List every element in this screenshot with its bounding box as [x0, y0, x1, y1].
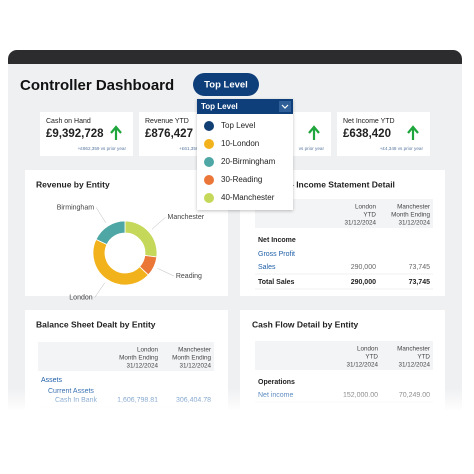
- column-header: YTD: [365, 354, 378, 361]
- column-header: 31/12/2024: [179, 363, 211, 370]
- dropdown-option[interactable]: Top Level: [221, 121, 255, 130]
- dropdown-panel: [197, 99, 293, 210]
- dashboard-title: Controller Dashboard: [20, 77, 174, 94]
- cell-value: 73,745: [409, 264, 431, 271]
- cell-value: 290,000: [351, 279, 376, 286]
- column-header: Month Ending: [391, 212, 430, 219]
- option-dot[interactable]: [204, 157, 214, 167]
- dropdown-option[interactable]: 10-London: [221, 139, 259, 148]
- kpi-label: Cash on Hand: [46, 118, 91, 125]
- row-label: Gross Profit: [258, 251, 295, 258]
- kpi-change: vs prior year: [299, 146, 325, 151]
- cell-value: 290,000: [351, 264, 376, 271]
- leader-line: [157, 268, 174, 277]
- kpi-change: +£862,359 vs prior year: [78, 146, 127, 151]
- row-label: Sales: [258, 264, 276, 271]
- panel-title: Revenue by Entity: [36, 179, 110, 189]
- row-label: Net Income: [258, 237, 296, 244]
- column-header: London: [137, 347, 159, 354]
- column-header: 31/12/2024: [126, 363, 158, 370]
- up-arrow: [308, 125, 320, 140]
- column-header: YTD: [363, 212, 376, 219]
- column-header: 31/12/2024: [346, 362, 378, 369]
- cell-value: 73,745: [409, 279, 431, 286]
- donut-segment: [95, 220, 126, 246]
- entity-dropdown: Top Level Top Level 10-London 20-Birmingham…: [197, 99, 293, 210]
- dropdown-selected[interactable]: Top Level: [201, 102, 238, 111]
- kpi-value: £638,420: [343, 128, 391, 140]
- panel-title: Cash Flow Detail by Entity: [252, 319, 359, 329]
- column-header: Manchester: [397, 204, 430, 211]
- donut-label: Reading: [176, 273, 202, 280]
- leader-line: [94, 282, 105, 298]
- chevron: [281, 104, 289, 109]
- dropdown-option[interactable]: 20-Birmingham: [221, 157, 276, 166]
- dropdown-toggle[interactable]: [279, 101, 291, 112]
- column-header: Manchester: [397, 346, 430, 353]
- kpi-value: £9,392,728: [46, 128, 104, 140]
- kpi-label: Revenue YTD: [145, 118, 189, 125]
- table-header: [38, 342, 214, 371]
- table-header: [255, 341, 433, 370]
- dropdown-option[interactable]: 40-Manchester: [221, 193, 275, 202]
- option-dot[interactable]: [204, 121, 214, 131]
- up-arrow: [110, 125, 122, 140]
- leader-line: [151, 217, 166, 230]
- column-header: London: [357, 346, 379, 353]
- column-header: Month Ending: [119, 355, 158, 362]
- option-dot[interactable]: [204, 193, 214, 203]
- bottom-fade: [0, 388, 474, 412]
- option-dot[interactable]: [204, 175, 214, 185]
- kpi-card: [40, 112, 133, 156]
- option-dot[interactable]: [204, 139, 214, 149]
- panel-title: Balance Sheet Dealt by Entity: [36, 319, 156, 329]
- donut-label: Manchester: [168, 214, 205, 221]
- panel-title: - Income Statement Detail: [291, 179, 395, 189]
- entity-button-label[interactable]: Top Level: [204, 80, 248, 91]
- kpi-label: Net Income YTD: [343, 118, 395, 125]
- kpi-card: [337, 112, 430, 156]
- dropdown-option[interactable]: 30-Reading: [221, 175, 262, 184]
- column-header: 31/12/2024: [344, 220, 376, 227]
- row-label: Total Sales: [258, 279, 295, 286]
- up-arrow: [407, 125, 419, 140]
- donut-label: London: [69, 295, 92, 302]
- column-header: 31/12/2024: [398, 220, 430, 227]
- column-header: YTD: [417, 354, 430, 361]
- entity-button[interactable]: [193, 73, 259, 96]
- kpi-value: £876,427: [145, 128, 193, 140]
- column-header: 31/12/2024: [398, 362, 430, 369]
- column-header: Month Ending: [172, 355, 211, 362]
- column-header: London: [355, 204, 377, 211]
- row-label: Assets: [41, 377, 63, 384]
- donut-label: Birmingham: [57, 204, 95, 211]
- leader-line: [95, 207, 106, 223]
- row-label: Operations: [258, 379, 295, 386]
- column-header: Manchester: [178, 347, 211, 354]
- kpi-change: +£4,348 vs prior year: [380, 146, 424, 151]
- dropdown-header[interactable]: [197, 99, 293, 114]
